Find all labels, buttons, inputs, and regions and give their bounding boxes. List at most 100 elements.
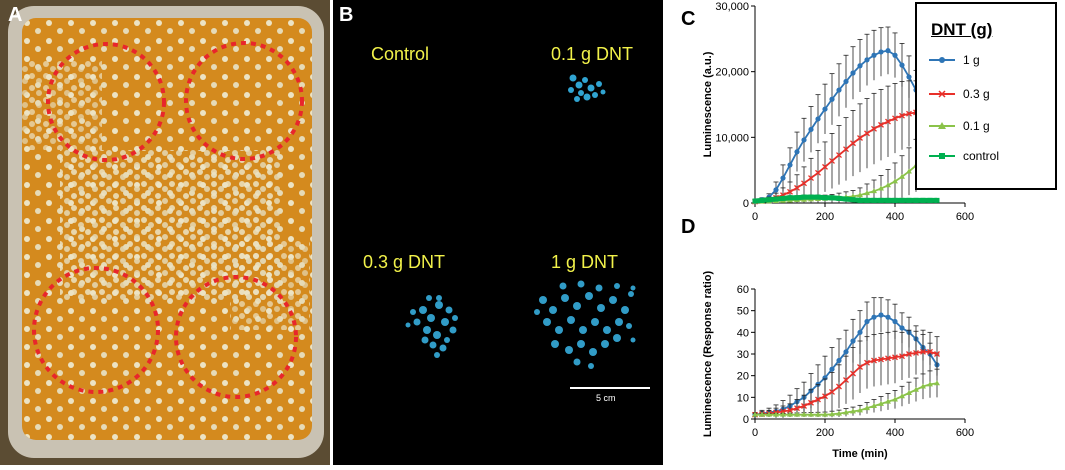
chart-d-series-0-1-g-point bbox=[913, 386, 919, 392]
label-1g-dnt: 1 g DNT bbox=[551, 252, 619, 272]
legend: DNT (g) 1 g 0.3 g 0.1 g control bbox=[915, 2, 1057, 190]
chart-c-series-control-point bbox=[808, 194, 814, 200]
chart-d-series-0-1-g-point bbox=[808, 411, 814, 417]
chart-c-series-control-point bbox=[794, 195, 800, 201]
chart-d-series-0-3-g-point bbox=[801, 403, 807, 409]
chart-c-y-tick-label: 0 bbox=[743, 198, 749, 210]
chart-d-series-1-g-point bbox=[899, 325, 905, 331]
chart-d-x-tick-label: 400 bbox=[886, 427, 904, 439]
legend-label-0-3g: 0.3 g bbox=[963, 87, 990, 101]
panel-letter-d: D bbox=[681, 216, 696, 238]
chart-d-series-0-3-g-point bbox=[822, 393, 828, 400]
chart-c-series-0-3-g-point bbox=[885, 118, 891, 125]
chart-c-series-0-1-g-point bbox=[906, 168, 912, 174]
chart-d-series-0-3-g-point bbox=[885, 355, 891, 362]
chart-d-x-axis-label: Time (min) bbox=[832, 448, 888, 460]
panel-b-luminescence-image: B Control 0.1 g DNT 0.3 g DNT 1 g DNT 5 … bbox=[333, 0, 663, 465]
chart-d-series-1-g-point bbox=[829, 366, 835, 372]
chart-d-series-1-g-point bbox=[871, 314, 877, 320]
chart-d-series-1-g-point bbox=[850, 338, 856, 344]
chart-d-series-1-g-point bbox=[843, 349, 849, 355]
chart-c-series-0-3-g-point bbox=[906, 110, 912, 117]
chart-c-series-1-g-point bbox=[808, 126, 814, 133]
legend-marker-control bbox=[929, 153, 955, 159]
chart-c-series-control-point bbox=[815, 194, 821, 200]
chart-c-series-1-g-point bbox=[822, 106, 828, 112]
legend-label-control: control bbox=[963, 149, 1000, 163]
chart-d-series-0-1-g-point bbox=[934, 380, 940, 386]
chart-d-x-tick-label: 0 bbox=[752, 427, 758, 439]
chart-d-series-0-3-g-point bbox=[829, 388, 835, 395]
chart-c-series-control-point bbox=[920, 197, 926, 203]
chart-d-y-tick-label: 20 bbox=[737, 371, 749, 383]
chart-d-series-0-1-g-point bbox=[871, 403, 877, 408]
chart-d-y-tick-label: 50 bbox=[737, 306, 749, 318]
chart-c-series-1-g-point bbox=[843, 78, 849, 85]
chart-d-series-0-3-g-point bbox=[906, 351, 912, 357]
legend-label-0-1g: 0.1 g bbox=[963, 119, 990, 133]
chart-d-series-1-g-point bbox=[857, 329, 863, 335]
chart-d-series-1-g-point bbox=[836, 357, 842, 364]
chart-d-series-0-1-g-point bbox=[787, 411, 793, 417]
chart-c-series-1-g-point bbox=[815, 116, 821, 122]
chart-d-y-tick-label: 60 bbox=[737, 284, 749, 296]
chart-c-series-control-point bbox=[843, 196, 849, 202]
chart-d-series-0-1-g-point bbox=[752, 411, 758, 417]
chart-d-series-0-3-g-point bbox=[836, 383, 842, 390]
chart-c-series-control-point bbox=[787, 195, 793, 201]
chart-d-series-0-3-g-point bbox=[864, 359, 870, 366]
label-0-1g-dnt: 0.1 g DNT bbox=[551, 44, 634, 64]
chart-d-series-0-3-g-point bbox=[794, 405, 800, 412]
chart-d-series-0-1-g-point bbox=[878, 400, 884, 406]
chart-c-x-tick-label: 0 bbox=[752, 211, 758, 223]
panel-letter-a: A bbox=[8, 4, 23, 26]
chart-d-series-0-3-g-point bbox=[913, 349, 919, 356]
chart-d-series-0-3-g-point bbox=[808, 399, 814, 406]
chart-c-series-0-3-g-point bbox=[864, 130, 870, 137]
chart-c-series-1-g-point bbox=[864, 57, 870, 63]
chart-d-series-0-3-g-point bbox=[850, 370, 856, 377]
chart-c-series-1-g-point bbox=[885, 48, 891, 54]
chart-c-series-1-g-point bbox=[906, 74, 912, 80]
chart-d-series-0-1-g-point bbox=[780, 411, 786, 417]
chart-c-series-0-3-g-point bbox=[801, 180, 807, 187]
chart-c-series-0-1-g-point bbox=[892, 178, 898, 184]
chart-d-series-0-3-g-point bbox=[857, 364, 863, 370]
chart-c-series-control-point bbox=[878, 197, 884, 203]
legend-item-control: control bbox=[929, 148, 999, 164]
legend-label-1g: 1 g bbox=[963, 53, 980, 67]
legend-marker-0-1g bbox=[929, 122, 955, 129]
chart-c-series-0-3-g-point bbox=[822, 163, 828, 170]
chart-c-series-control-point bbox=[780, 195, 786, 201]
chart-c-series-control-point bbox=[850, 197, 856, 203]
chart-d-series-0-1-g-point bbox=[927, 381, 933, 387]
chart-d-series-0-1-g-point bbox=[843, 409, 849, 415]
chart-c-series-0-3-g-point bbox=[878, 121, 884, 128]
highlight-circle-bottom-right bbox=[174, 275, 298, 399]
label-control: Control bbox=[371, 44, 430, 64]
highlight-circle-top-right bbox=[184, 41, 304, 161]
chart-d-series-0-1-g-point bbox=[864, 405, 870, 411]
chart-c-series-0-3-g-point bbox=[892, 115, 898, 122]
chart-d-series-0-1-g-point bbox=[920, 383, 926, 389]
panel-letter-c: C bbox=[681, 8, 696, 30]
chart-c-series-0-3-g-point bbox=[836, 152, 842, 159]
luminescence-spots bbox=[405, 74, 650, 389]
highlight-circles bbox=[32, 41, 304, 399]
chart-d-series-0-1-g-point bbox=[885, 398, 891, 404]
chart-d-y-tick-label: 0 bbox=[743, 414, 749, 426]
chart-c-series-1-g-point bbox=[871, 52, 877, 58]
panel-charts: C D 0 10,000 20,000 30,000 0 200 400 600 Lumines… bbox=[665, 0, 1065, 465]
chart-c-y-tick-label: 20,000 bbox=[715, 67, 749, 79]
chart-d-series-0-1-g-point bbox=[836, 410, 842, 416]
chart-c-y-axis-label: Luminescence (a.u.) bbox=[702, 51, 714, 157]
chart-c-x-tick-label: 600 bbox=[956, 211, 974, 223]
chart-c-series-1-g-point bbox=[857, 63, 863, 69]
chart-c-series-1-g-point bbox=[801, 137, 807, 143]
chart-c-series-control-point bbox=[766, 197, 772, 203]
chart-d-series-0-1-g-point bbox=[822, 411, 828, 417]
chart-c-series-0-1-g-point bbox=[899, 173, 905, 179]
chart-c-series-0-3-g-point bbox=[808, 175, 814, 182]
chart-d-x-tick-label: 600 bbox=[956, 427, 974, 439]
